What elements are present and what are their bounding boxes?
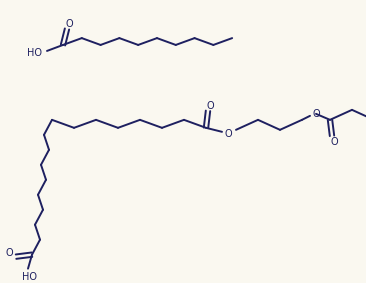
Text: O: O — [312, 109, 320, 119]
Text: O: O — [206, 101, 214, 111]
Text: HO: HO — [22, 272, 37, 282]
Text: O: O — [224, 129, 232, 139]
Text: O: O — [5, 248, 13, 258]
Text: O: O — [330, 137, 338, 147]
Text: HO: HO — [27, 48, 42, 58]
Text: O: O — [65, 19, 73, 29]
